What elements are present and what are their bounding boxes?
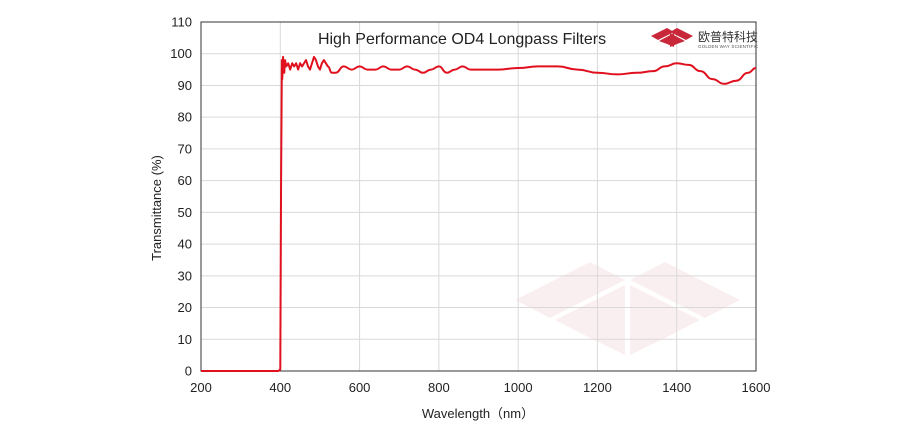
brand-name-en: GOLDEN WAY SCIENTIFIC <box>698 44 759 49</box>
x-tick-label: 800 <box>428 380 450 395</box>
x-tick-label: 600 <box>349 380 371 395</box>
y-axis: 0 10 20 30 40 50 60 70 80 90 100 110 <box>170 15 192 379</box>
x-tick-label: 1200 <box>583 380 612 395</box>
y-tick-label: 80 <box>178 110 192 125</box>
x-tick-label: 1000 <box>504 380 533 395</box>
x-tick-label: 1400 <box>662 380 691 395</box>
y-tick-label: 0 <box>185 364 192 379</box>
y-tick-label: 90 <box>178 78 192 93</box>
x-tick-label: 400 <box>269 380 291 395</box>
chart-title: High Performance OD4 Longpass Filters <box>318 31 606 48</box>
y-tick-label: 20 <box>178 300 192 315</box>
y-tick-label: 10 <box>178 332 192 347</box>
x-axis: 200 400 600 800 1000 1200 1400 1600 <box>190 380 770 395</box>
plot-frame <box>200 21 757 372</box>
brand-name-cn: 欧普特科技 <box>698 29 758 44</box>
y-tick-label: 100 <box>170 46 192 61</box>
transmittance-line <box>201 55 757 372</box>
y-axis-title: Transmittance (%) <box>149 155 164 261</box>
y-tick-label: 110 <box>171 15 192 30</box>
x-axis-title: Wavelength（nm） <box>422 406 534 421</box>
y-tick-label: 70 <box>178 141 192 156</box>
grid <box>201 22 756 371</box>
x-tick-label: 1600 <box>742 380 771 395</box>
y-tick-label: 60 <box>178 173 192 188</box>
brand-logo: 欧普特科技 GOLDEN WAY SCIENTIFIC <box>651 28 759 49</box>
x-tick-label: 200 <box>190 380 212 395</box>
y-tick-label: 50 <box>178 205 192 220</box>
y-tick-label: 30 <box>178 268 192 283</box>
brand-logo-icon <box>651 28 693 47</box>
y-tick-label: 40 <box>178 237 192 252</box>
